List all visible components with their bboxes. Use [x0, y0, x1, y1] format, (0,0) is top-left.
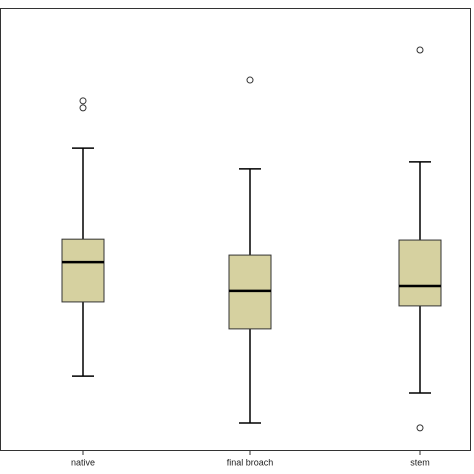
- x-tick-label: native: [71, 457, 95, 467]
- outlier: [416, 46, 424, 54]
- outlier: [416, 424, 424, 432]
- outlier: [79, 97, 87, 105]
- plot-frame: [0, 8, 471, 451]
- x-tick-label: stem: [410, 457, 430, 467]
- box: [61, 238, 105, 303]
- outlier: [79, 104, 87, 112]
- outlier: [246, 76, 254, 84]
- box: [398, 239, 442, 307]
- x-tick-label: final broach: [227, 457, 274, 467]
